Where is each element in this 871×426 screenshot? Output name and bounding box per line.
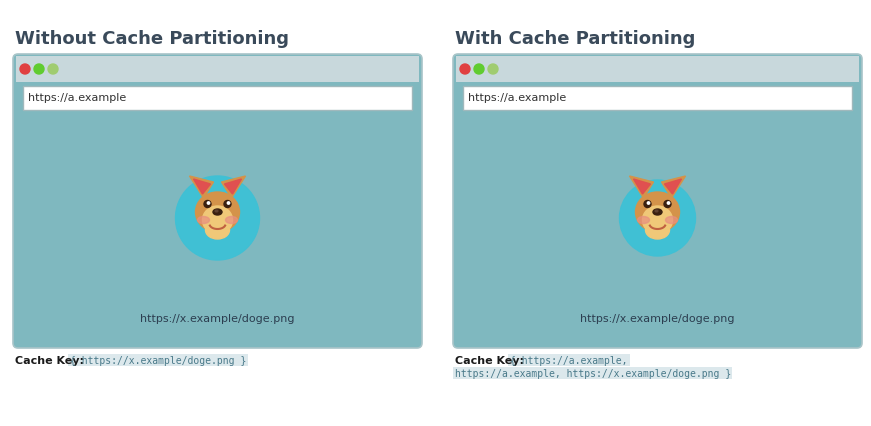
Ellipse shape	[202, 206, 233, 234]
Text: https://x.example/doge.png: https://x.example/doge.png	[580, 314, 735, 324]
Circle shape	[227, 202, 230, 204]
Circle shape	[204, 201, 211, 207]
Ellipse shape	[645, 221, 670, 239]
Circle shape	[647, 202, 650, 204]
Circle shape	[34, 64, 44, 74]
Ellipse shape	[653, 209, 662, 215]
Circle shape	[20, 64, 30, 74]
Ellipse shape	[665, 216, 678, 224]
Polygon shape	[633, 179, 651, 194]
Circle shape	[460, 64, 470, 74]
Text: https://a.example, https://x.example/doge.png }: https://a.example, https://x.example/dog…	[455, 369, 731, 379]
Text: https://a.example: https://a.example	[28, 93, 126, 103]
Text: Cache Key:: Cache Key:	[455, 356, 524, 366]
Polygon shape	[630, 176, 653, 198]
Text: { https://a.example,: { https://a.example,	[510, 356, 627, 366]
Ellipse shape	[655, 210, 658, 212]
Ellipse shape	[213, 209, 222, 215]
Ellipse shape	[198, 216, 210, 224]
Ellipse shape	[226, 216, 238, 224]
FancyBboxPatch shape	[453, 367, 732, 379]
Text: https://a.example: https://a.example	[468, 93, 566, 103]
Circle shape	[644, 201, 651, 207]
Ellipse shape	[215, 210, 218, 212]
FancyBboxPatch shape	[463, 86, 852, 110]
FancyBboxPatch shape	[508, 354, 630, 366]
Polygon shape	[225, 179, 241, 194]
Polygon shape	[190, 176, 213, 198]
Polygon shape	[221, 176, 246, 198]
Ellipse shape	[206, 221, 229, 239]
Circle shape	[224, 201, 231, 207]
Polygon shape	[661, 176, 685, 198]
FancyBboxPatch shape	[23, 86, 412, 110]
Polygon shape	[193, 179, 211, 194]
Ellipse shape	[636, 192, 679, 232]
Text: With Cache Partitioning: With Cache Partitioning	[455, 30, 695, 48]
Polygon shape	[665, 179, 681, 194]
Ellipse shape	[195, 192, 240, 232]
FancyBboxPatch shape	[456, 56, 859, 82]
Text: Cache Key:: Cache Key:	[15, 356, 84, 366]
Circle shape	[619, 180, 696, 256]
Circle shape	[664, 201, 671, 207]
Circle shape	[48, 64, 58, 74]
Text: https://x.example/doge.png: https://x.example/doge.png	[140, 314, 294, 324]
FancyBboxPatch shape	[13, 54, 422, 348]
Circle shape	[207, 202, 210, 204]
Text: Without Cache Partitioning: Without Cache Partitioning	[15, 30, 289, 48]
FancyBboxPatch shape	[453, 54, 862, 348]
Circle shape	[667, 202, 670, 204]
Text: { https://x.example/doge.png }: { https://x.example/doge.png }	[70, 356, 246, 366]
Circle shape	[474, 64, 484, 74]
Ellipse shape	[643, 206, 672, 234]
Circle shape	[488, 64, 498, 74]
Ellipse shape	[638, 216, 650, 224]
Circle shape	[175, 176, 260, 260]
FancyBboxPatch shape	[68, 354, 248, 366]
FancyBboxPatch shape	[16, 56, 419, 82]
